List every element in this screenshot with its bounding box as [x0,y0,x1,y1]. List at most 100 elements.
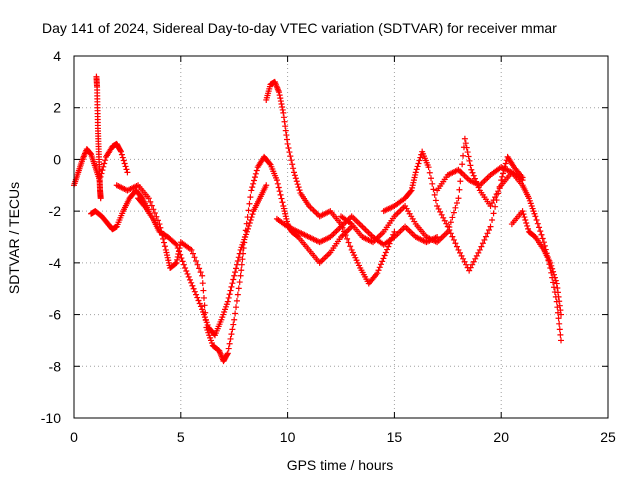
x-tick-label: 25 [600,429,616,445]
data-point-marker [548,262,555,269]
data-point-marker [253,167,260,174]
data-point-marker [426,169,433,176]
data-point-marker [283,132,290,139]
data-points [71,73,565,365]
data-point-marker [412,169,419,176]
data-point-marker [461,135,468,142]
data-point-marker [453,200,460,207]
data-point-marker [539,235,546,242]
data-point-marker [456,186,463,193]
data-point-marker [121,160,128,167]
data-point-marker [201,302,208,309]
data-point-marker [235,285,242,292]
data-point-marker [278,101,285,108]
data-point-marker [276,89,283,96]
data-point-marker [282,123,289,130]
data-point-marker [230,276,237,283]
data-point-marker [236,279,243,286]
data-point-marker [195,297,202,304]
data-point-marker [467,162,474,169]
data-point-marker [276,92,283,99]
data-point-marker [391,228,398,235]
data-point-marker [457,178,464,185]
data-point-marker [286,149,293,156]
data-point-marker [489,217,496,224]
data-point-marker [101,160,108,167]
data-point-marker [189,282,196,289]
data-point-marker [287,153,294,160]
data-point-marker [246,200,253,207]
data-point-marker [194,261,201,268]
data-point-marker [234,291,241,298]
data-point-marker [97,195,104,202]
data-point-marker [294,181,301,188]
data-point-marker [447,219,454,226]
data-point-marker [555,293,562,300]
data-point-marker [425,164,432,171]
data-point-marker [550,284,557,291]
data-point-marker [196,300,203,307]
data-point-marker [557,331,564,338]
data-point-marker [278,195,285,202]
data-point-marker [199,272,206,279]
data-point-marker [239,256,246,263]
data-point-marker [229,280,236,287]
data-point-marker [537,228,544,235]
data-point-marker [432,197,439,204]
y-tick-label: 4 [53,48,61,64]
data-point-marker [233,304,240,311]
data-point-marker [534,220,541,227]
data-point-marker [196,265,203,272]
data-point-marker [452,240,459,247]
data-point-marker [524,222,531,229]
data-point-marker [120,157,127,164]
data-point-marker [186,276,193,283]
data-point-marker [417,154,424,161]
data-point-marker [382,249,389,256]
data-point-marker [281,118,288,125]
data-point-marker [237,272,244,279]
data-point-marker [280,109,287,116]
data-point-marker [288,157,295,164]
data-point-marker [277,191,284,198]
data-point-marker [466,157,473,164]
data-point-marker [282,127,289,134]
data-point-marker [246,219,253,226]
data-point-marker [414,163,421,170]
data-point-marker [148,202,155,209]
data-point-marker [244,225,251,232]
data-point-marker [468,166,475,173]
data-point-marker [289,161,296,168]
data-point-marker [197,303,204,310]
data-point-marker [172,260,179,267]
data-point-marker [178,255,185,262]
data-point-marker [470,172,477,179]
data-point-marker [226,340,233,347]
data-point-marker [124,169,131,176]
x-tick-label: 10 [280,429,296,445]
data-point-marker [231,316,238,323]
data-point-marker [379,258,386,265]
data-point-marker [182,265,189,272]
data-point-marker [249,184,256,191]
data-point-marker [263,182,270,189]
y-tick-label: -10 [41,410,61,426]
data-point-marker [245,222,252,229]
data-point-marker [341,228,348,235]
data-point-marker [465,153,472,160]
data-point-marker [224,298,231,305]
data-point-marker [484,230,491,237]
data-point-marker [490,210,497,217]
data-point-marker [344,235,351,242]
data-point-marker [251,174,258,181]
data-point-marker [536,224,543,231]
data-point-marker [236,250,243,257]
data-point-marker [415,160,422,167]
data-point-marker [482,233,489,240]
data-point-marker [279,103,286,110]
data-point-marker [374,270,381,277]
x-tick-label: 5 [177,429,185,445]
series-track-1 [71,140,131,189]
data-point-marker [450,236,457,243]
